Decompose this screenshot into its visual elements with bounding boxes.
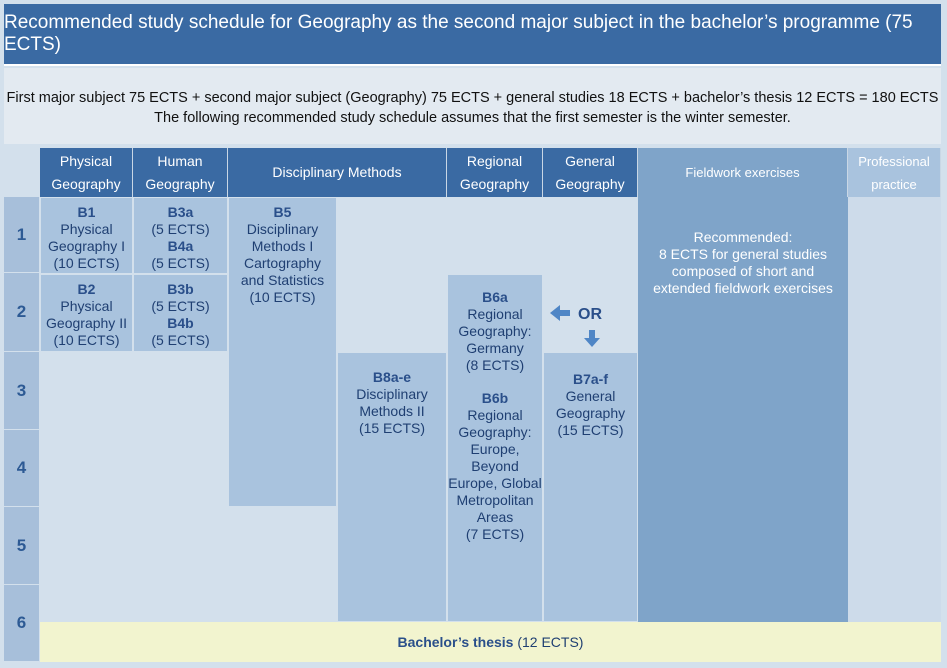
module-cell: B7a-f General Geography (15 ECTS)	[543, 352, 638, 622]
column-header-line: Geography	[555, 175, 625, 192]
module-line: Disciplinary	[356, 386, 428, 402]
module-line: Physical	[60, 221, 113, 237]
module-line: (7 ECTS)	[465, 526, 525, 542]
module-code: B5	[273, 204, 292, 220]
module-line: Metropolitan	[456, 492, 534, 508]
module-cell: B1 Physical Geography I (10 ECTS)	[40, 197, 133, 274]
module-line: Regional	[467, 407, 523, 423]
column-header-line: Human	[157, 152, 203, 169]
module-line: Beyond	[471, 458, 519, 474]
module-code: B6b	[481, 390, 509, 406]
column-header-line: General	[565, 152, 615, 169]
module-line: Regional	[467, 306, 523, 322]
module-line: (8 ECTS)	[465, 357, 525, 373]
intro-line: The following recommended study schedule…	[154, 110, 791, 126]
column-header-line: Professional	[858, 153, 930, 169]
module-line: Methods II	[359, 403, 425, 419]
practice-column	[848, 197, 941, 622]
module-line: Areas	[476, 509, 514, 525]
module-code: B4b	[167, 315, 194, 331]
module-code: Recommended:	[693, 229, 793, 245]
module-cell: Recommended: 8 ECTS for general studies co…	[638, 197, 848, 622]
module-line: (5 ECTS)	[151, 255, 210, 271]
column-header: Regional Geography	[447, 148, 543, 197]
module-cell: B8a-e Disciplinary Methods II (15 ECTS)	[337, 352, 447, 622]
column-header-line: Physical	[59, 152, 113, 169]
module-code: B4a	[167, 238, 194, 254]
module-line: extended fieldwork exercises	[653, 280, 833, 296]
or-arrows: OR	[550, 305, 602, 347]
module-code: B2	[77, 281, 96, 297]
semester-label: 1	[4, 197, 39, 273]
title: Recommended study schedule for Geography…	[4, 4, 941, 66]
module-line: (5 ECTS)	[151, 332, 210, 348]
module-line: and Statistics	[240, 272, 325, 288]
column-header-line: Geography	[51, 175, 121, 192]
module-line: 8 ECTS for general studies	[658, 246, 828, 262]
thesis: Bachelor’s thesis (12 ECTS)	[40, 622, 941, 662]
module-line: Geography:	[458, 323, 532, 339]
module-line: Disciplinary	[246, 221, 319, 237]
module-code: B3a	[167, 204, 194, 220]
column-header-line: Fieldwork exercises	[685, 165, 800, 180]
module-code: B3b	[167, 281, 194, 297]
module-line: (5 ECTS)	[151, 221, 210, 237]
module-code: B7a-f	[572, 371, 608, 387]
semester-label: 4	[4, 430, 39, 507]
column-header: General Geography	[543, 148, 638, 197]
module-cell: B6a Regional Geography: Germany (8 ECTS) B6b R…	[447, 274, 543, 622]
or-label: OR	[578, 306, 602, 323]
module-line: (15 ECTS)	[358, 420, 426, 436]
semester-label: 6	[4, 585, 39, 662]
column-header: Physical Geography	[40, 148, 133, 197]
module-line: Germany	[466, 340, 524, 356]
down-arrow	[584, 330, 600, 347]
column-header: Human Geography	[133, 148, 228, 197]
module-line: General	[565, 388, 616, 404]
module-line: Geography	[555, 405, 626, 421]
module-line: Geography:	[458, 424, 532, 440]
module-cell: B3b (5 ECTS) B4b (5 ECTS)	[133, 274, 228, 352]
module-line: Cartography	[243, 255, 322, 271]
column-header-line: Geography	[145, 175, 215, 192]
module-line: Geography I	[47, 238, 126, 254]
module-line: Geography II	[46, 315, 127, 331]
semester-label: 2	[4, 273, 39, 352]
module-line: (10 ECTS)	[53, 332, 120, 348]
intro-line: First major subject 75 ECTS + second maj…	[6, 90, 939, 106]
thesis-text: (12 ECTS)	[517, 634, 584, 650]
column-header-line: Regional	[466, 152, 523, 169]
column-header-line: Geography	[459, 175, 530, 192]
column-header-line: Disciplinary Methods	[272, 164, 402, 180]
thesis-code: Bachelor’s thesis	[397, 634, 514, 650]
module-cell: B2 Physical Geography II (10 ECTS)	[40, 274, 133, 352]
module-line: (10 ECTS)	[53, 255, 120, 271]
column-header: Professional practice	[848, 148, 941, 197]
module-line: Physical	[60, 298, 113, 314]
module-line: Methods I	[251, 238, 314, 254]
module-code: B8a-e	[372, 369, 412, 385]
module-line: (5 ECTS)	[151, 298, 210, 314]
module-code: B6a	[482, 289, 508, 305]
module-line: (15 ECTS)	[557, 422, 624, 438]
column-header: Fieldwork exercises	[638, 148, 848, 197]
module-line: composed of short and	[671, 263, 815, 279]
module-line: Europe,	[470, 441, 520, 457]
semester-label: 5	[4, 507, 39, 585]
fieldwork-column	[638, 197, 848, 622]
semester-label: 3	[4, 352, 39, 430]
column-header: Disciplinary Methods	[228, 148, 447, 197]
column-header-line: practice	[871, 176, 917, 192]
module-cell: B5 Disciplinary Methods I Cartography and St…	[228, 197, 337, 507]
module-code: B1	[77, 204, 96, 220]
module-line: Europe, Global	[448, 475, 542, 491]
module-cell: B3a (5 ECTS) B4a (5 ECTS)	[133, 197, 228, 274]
module-line: (10 ECTS)	[249, 289, 316, 305]
intro: First major subject 75 ECTS + second maj…	[4, 68, 941, 144]
left-arrow	[550, 305, 570, 321]
